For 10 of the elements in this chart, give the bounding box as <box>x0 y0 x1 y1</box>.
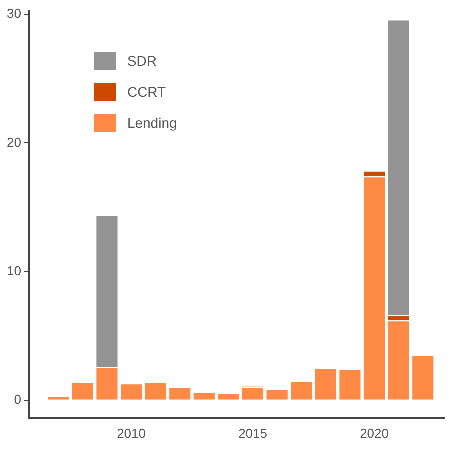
legend-label: SDR <box>127 53 158 70</box>
legend-label: CCRT <box>127 84 166 100</box>
legend-label: Lending <box>127 115 178 132</box>
y-tick-label: 0 <box>14 392 22 407</box>
y-tick-label: 20 <box>6 134 22 150</box>
y-tick-label: 30 <box>6 6 22 22</box>
x-tick-label: 2020 <box>360 426 389 441</box>
y-tick-label: 10 <box>6 263 22 278</box>
x-tick-label: 2010 <box>117 426 146 441</box>
x-tick-label: 2015 <box>238 426 268 441</box>
